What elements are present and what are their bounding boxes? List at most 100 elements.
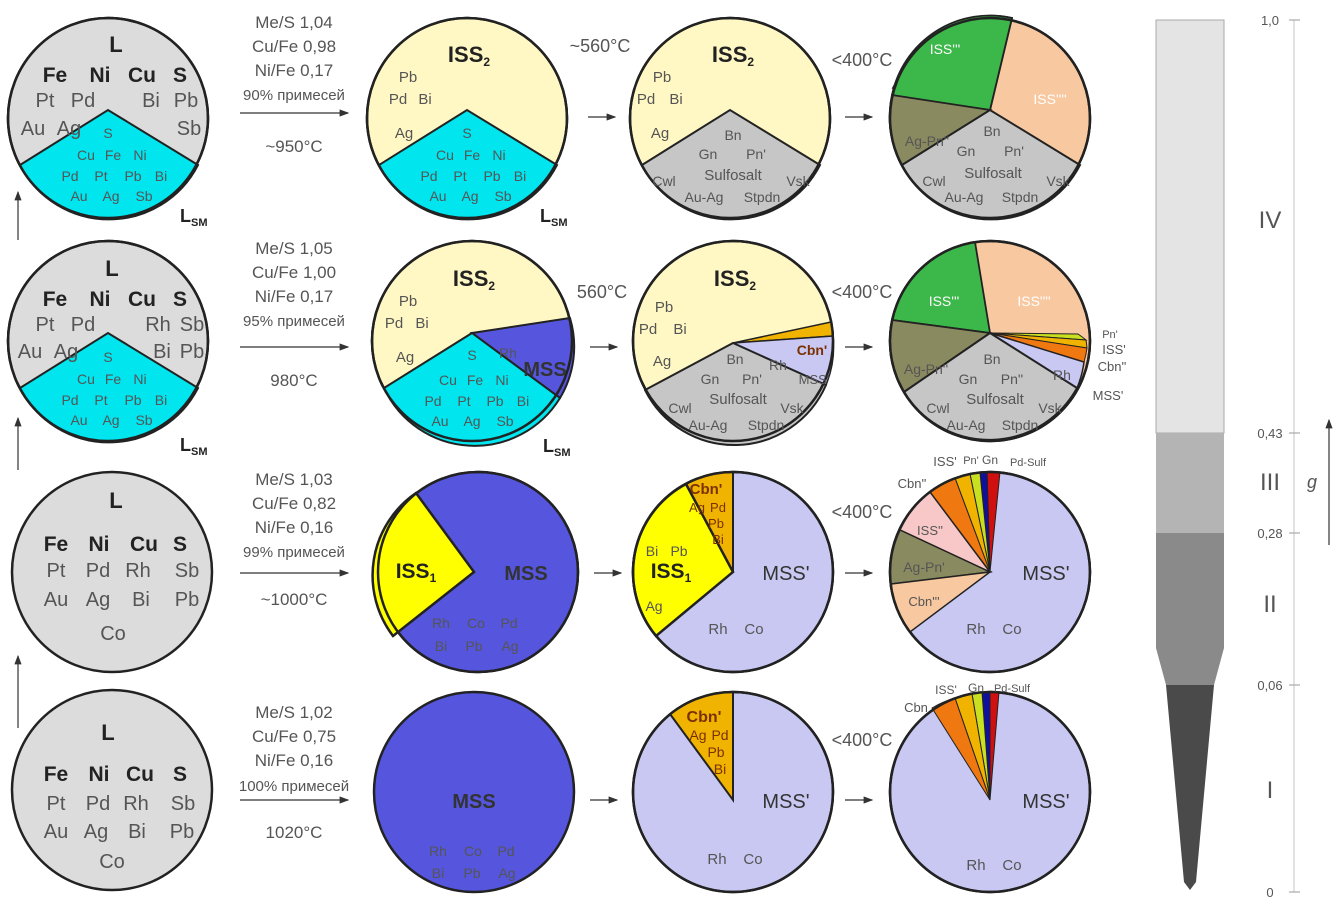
cbn-outer-label: Cbn	[904, 700, 928, 715]
element: Pd	[710, 500, 726, 515]
stage2-circle-row1: ISS2 Pb Pd Bi Ag S Cu Fe Ni Pd Pt Pb Bi …	[365, 16, 630, 229]
stage2-circle-row2: ISS2 Pb Pd Bi Ag Rh MSS S Cu Fe Ni Pd Pt…	[370, 239, 627, 459]
mineral: Stpdn	[1002, 189, 1039, 205]
sulfosalt-wedge	[643, 341, 828, 447]
element: Ag	[689, 500, 705, 515]
params-row1: Me/S 1,04 Cu/Fe 0,98 Ni/Fe 0,17 90% прим…	[240, 13, 350, 156]
melt-disc	[10, 470, 214, 674]
element: Ni	[89, 763, 110, 786]
sm-element: Ni	[133, 371, 146, 387]
stage4-circle-row4: Cbn ISS' Gn Pd-Sulf MSS' Rh Co	[888, 681, 1092, 894]
params-row4: Me/S 1,02 Cu/Fe 0,75 Ni/Fe 0,16 100% при…	[239, 703, 350, 842]
iss2-label: ISS2	[453, 266, 495, 293]
mineral: Bn	[983, 123, 1000, 139]
iss-wedge-label: ISS''	[917, 523, 943, 538]
rh-label: Rh	[769, 357, 787, 373]
element: Ni	[90, 64, 111, 87]
mss-disc	[372, 690, 576, 894]
element: Rh	[708, 621, 727, 638]
element: Fe	[43, 288, 68, 311]
me-s-ratio: Me/S 1,05	[255, 239, 333, 258]
melt-disc	[10, 688, 214, 892]
element: Pd	[86, 793, 110, 815]
mss-outer-label: MSS'	[1093, 388, 1124, 403]
sm-title: S	[103, 125, 112, 141]
element: Sb	[175, 560, 199, 582]
cbn-outer-label: Cbn''	[898, 476, 927, 491]
rh-label: Rh	[499, 345, 517, 361]
sm-element: Pd	[424, 393, 441, 409]
sm-label: LSM	[180, 206, 208, 229]
element: Cu	[126, 763, 154, 786]
cbn-label: Cbn'	[690, 481, 723, 498]
sm-element: Pt	[453, 168, 466, 184]
element: Ag	[395, 125, 413, 142]
ni-fe-ratio: Ni/Fe 0,16	[255, 518, 333, 537]
impurities: 100% примесей	[239, 778, 349, 795]
sm-element: Fe	[467, 372, 484, 388]
mineral: Stpdn	[1002, 417, 1039, 433]
iss1-label: ISS1	[396, 560, 437, 585]
mss-label: MSS	[504, 563, 547, 585]
element: Bi	[646, 543, 658, 559]
mineral: Cwl	[922, 173, 945, 189]
sm-element: Bi	[514, 168, 526, 184]
row-4: L Fe Ni Cu S Pt Pd Rh Sb Au Ag Bi Pb Co …	[10, 681, 1092, 894]
sm-element: Cu	[439, 372, 457, 388]
mineral: Vsk	[780, 400, 804, 416]
temperature: 560°C	[577, 282, 627, 302]
zone-ii-bar	[1156, 533, 1224, 685]
sm-element: Bi	[517, 393, 529, 409]
iss1-wedge	[371, 491, 476, 638]
element: Pb	[399, 293, 417, 310]
melt-title: L	[109, 32, 122, 57]
element: Pb	[175, 589, 199, 611]
ni-fe-ratio: Ni/Fe 0,17	[255, 61, 333, 80]
pn-outer-label: Pn'	[963, 455, 979, 467]
element: Co	[1002, 857, 1021, 874]
sm-element: Bi	[155, 392, 167, 408]
element: Ag	[84, 821, 108, 843]
mss-prime-label: MSS'	[762, 791, 809, 813]
temperature: ~950°C	[265, 137, 322, 156]
sm-element: Ag	[461, 188, 478, 204]
element: Pd	[497, 843, 514, 859]
sm-element: Ag	[463, 413, 480, 429]
element: Co	[1002, 621, 1021, 638]
element: Bi	[435, 638, 447, 654]
element: Pd	[639, 321, 657, 338]
axis-label: g	[1307, 472, 1317, 492]
sm-label: LSM	[180, 435, 208, 458]
iss-outer-label: ISS'	[935, 683, 957, 697]
element: Ag	[498, 865, 515, 881]
melt-circle-row4: L Fe Ni Cu S Pt Pd Rh Sb Au Ag Bi Pb Co	[10, 688, 214, 892]
element: Pb	[180, 341, 204, 363]
element: Ag	[86, 589, 110, 611]
mineral: Gn	[957, 143, 976, 159]
sm-element: Pt	[457, 393, 470, 409]
element: Pd	[637, 91, 655, 108]
element: Au	[44, 821, 68, 843]
element: Pb	[174, 90, 198, 112]
sm-element: Sb	[135, 188, 152, 204]
element: Ni	[89, 533, 110, 556]
mineral: Gn	[959, 371, 978, 387]
element: Fe	[44, 763, 69, 786]
element: Pd	[71, 90, 95, 112]
sm-element: Cu	[436, 147, 454, 163]
element: Pd	[500, 615, 517, 631]
mineral: Pn'	[746, 146, 766, 162]
sm-element: Pt	[94, 392, 107, 408]
temperature: ~1000°C	[261, 590, 328, 609]
scale-tick-label: 0	[1266, 885, 1273, 900]
sm-element: Sb	[494, 188, 511, 204]
cu-fe-ratio: Cu/Fe 0,82	[252, 494, 336, 513]
mineral: Au-Ag	[689, 417, 728, 433]
scale-tick-label: 0,28	[1257, 526, 1282, 541]
element: Rh	[966, 857, 985, 874]
sm-element: Pd	[420, 168, 437, 184]
stage4-circle-row3: ISS'' Ag-Pn' Cbn''' ISS' Pn' Gn Pd-Sulf …	[888, 453, 1092, 674]
sm-element: Au	[70, 188, 87, 204]
stage4-circle-row1: ISS''' ISS'''' Ag-Pn'' Bn Gn Pn' Cwl Sul…	[888, 14, 1092, 221]
